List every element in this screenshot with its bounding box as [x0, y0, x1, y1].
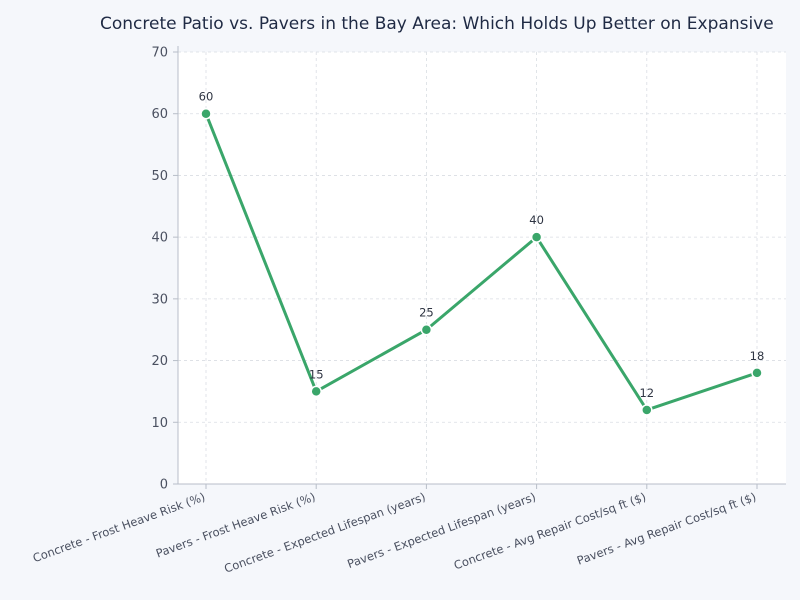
- data-label: 60: [199, 90, 214, 104]
- data-labels: 60 15 25 40 12 18: [199, 90, 765, 400]
- data-point: [420, 323, 433, 336]
- data-point: [200, 107, 212, 120]
- y-tick-label: 0: [160, 478, 168, 493]
- data-label: 18: [750, 349, 765, 363]
- y-tick-label: 70: [151, 46, 168, 61]
- chart-title: Concrete Patio vs. Pavers in the Bay Are…: [100, 14, 774, 34]
- data-label: 40: [529, 213, 544, 227]
- data-label: 15: [309, 367, 324, 381]
- y-tick-label: 20: [151, 354, 168, 369]
- data-point: [641, 404, 653, 416]
- series-line-group: [200, 107, 763, 416]
- data-label: 12: [639, 386, 654, 400]
- data-label: 25: [419, 306, 434, 320]
- plot-area: [178, 52, 786, 484]
- y-axis-ticks: 0 10 20 30 40 50 60 70: [151, 46, 178, 493]
- series-line: [204, 112, 759, 412]
- y-tick-label: 30: [151, 292, 168, 307]
- data-point: [530, 231, 543, 243]
- y-tick-label: 50: [151, 169, 168, 184]
- y-tick-label: 10: [151, 416, 168, 431]
- axes: [177, 46, 786, 485]
- y-tick-label: 60: [151, 107, 168, 122]
- y-tick-label: 40: [151, 231, 168, 246]
- data-point: [310, 385, 322, 398]
- data-point: [751, 367, 763, 379]
